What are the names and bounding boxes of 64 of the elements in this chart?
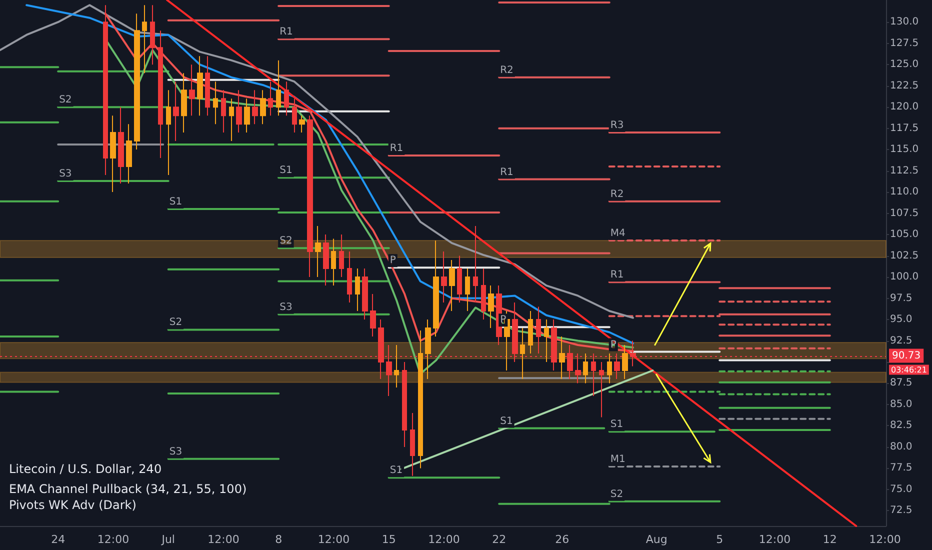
annotation: S1 (610, 419, 624, 430)
x-tick-label: 15 (382, 533, 396, 546)
y-tick-label: 102.5 (890, 250, 919, 262)
annotation: M1 (610, 454, 626, 466)
annotation: P (390, 255, 396, 266)
y-tick-label: 97.5 (890, 292, 912, 304)
annotation: S2 (59, 94, 72, 106)
annotation: S3 (280, 302, 292, 313)
x-tick-label: 22 (492, 533, 506, 546)
y-tick-label: 125.0 (890, 59, 919, 70)
annotation: S1 (280, 165, 292, 176)
y-tick-label: 112.5 (890, 165, 919, 176)
x-tick-label: 24 (51, 533, 66, 546)
annotation: R1 (500, 166, 514, 178)
annotation: R2 (500, 64, 514, 76)
y-tick-label: 77.5 (890, 462, 912, 474)
x-tick-label: 26 (555, 533, 570, 546)
y-tick-label: 130.0 (890, 16, 919, 28)
y-tick-label: 92.5 (890, 335, 912, 346)
y-tick-label: 80.0 (890, 441, 912, 452)
x-tick-label: 12 (822, 533, 837, 546)
y-tick-label: 122.5 (890, 80, 919, 92)
y-tick-label: 100.0 (890, 272, 919, 283)
y-tick-label: 72.5 (890, 505, 912, 516)
y-tick-label: 75.0 (890, 484, 912, 495)
text: EMA Channel Pullback (34, 21, 55, 100) Pivots WK Adv (Dark) (9, 482, 247, 512)
annotation: R1 (280, 26, 293, 38)
y-tick-label: 87.5 (890, 378, 912, 389)
annotation: R3 (610, 120, 624, 132)
annotation: R2 (610, 188, 624, 200)
y-tick-label: 120.0 (890, 102, 919, 113)
x-tick-label: Jul (160, 533, 175, 546)
annotation: S3 (59, 168, 72, 180)
y-tick-label: 127.5 (890, 38, 919, 49)
x-tick-label: 8 (275, 533, 282, 546)
x-tick-label: Aug (646, 533, 668, 546)
x-tick-label: 12:00 (428, 533, 460, 546)
y-tick-label: 95.0 (890, 314, 912, 326)
y-tick-label: 110.0 (890, 186, 919, 198)
y-tick-label: 117.5 (890, 122, 919, 134)
x-tick-label: 12:00 (318, 533, 350, 546)
y-tick-label: 82.5 (890, 420, 912, 432)
text: 03:46:21 (891, 365, 927, 374)
x-tick-label: 12:00 (869, 533, 901, 546)
x-tick-label: 12:00 (97, 533, 130, 546)
annotation: S2 (280, 236, 292, 247)
annotation: S1 (500, 416, 513, 427)
annotation: S1 (169, 196, 182, 208)
ref-line-label: 90.73 (892, 350, 921, 362)
y-tick-label: 85.0 (890, 398, 912, 410)
annotation: M4 (610, 228, 626, 239)
x-tick-label: 12:00 (208, 533, 240, 546)
text: Litecoin / U.S. Dollar, 240 (9, 462, 162, 476)
y-tick-label: 107.5 (890, 208, 919, 219)
x-tick-label: 12:00 (758, 533, 791, 546)
annotation: S3 (169, 446, 182, 458)
y-tick-label: 105.0 (890, 229, 919, 240)
y-tick-label: 115.0 (890, 144, 919, 156)
annotation: S1 (390, 465, 403, 476)
annotation: S2 (169, 317, 182, 328)
annotation: R1 (390, 143, 404, 154)
annotation: S2 (610, 488, 624, 500)
annotation: R1 (610, 270, 624, 281)
x-tick-label: 5 (716, 533, 724, 546)
